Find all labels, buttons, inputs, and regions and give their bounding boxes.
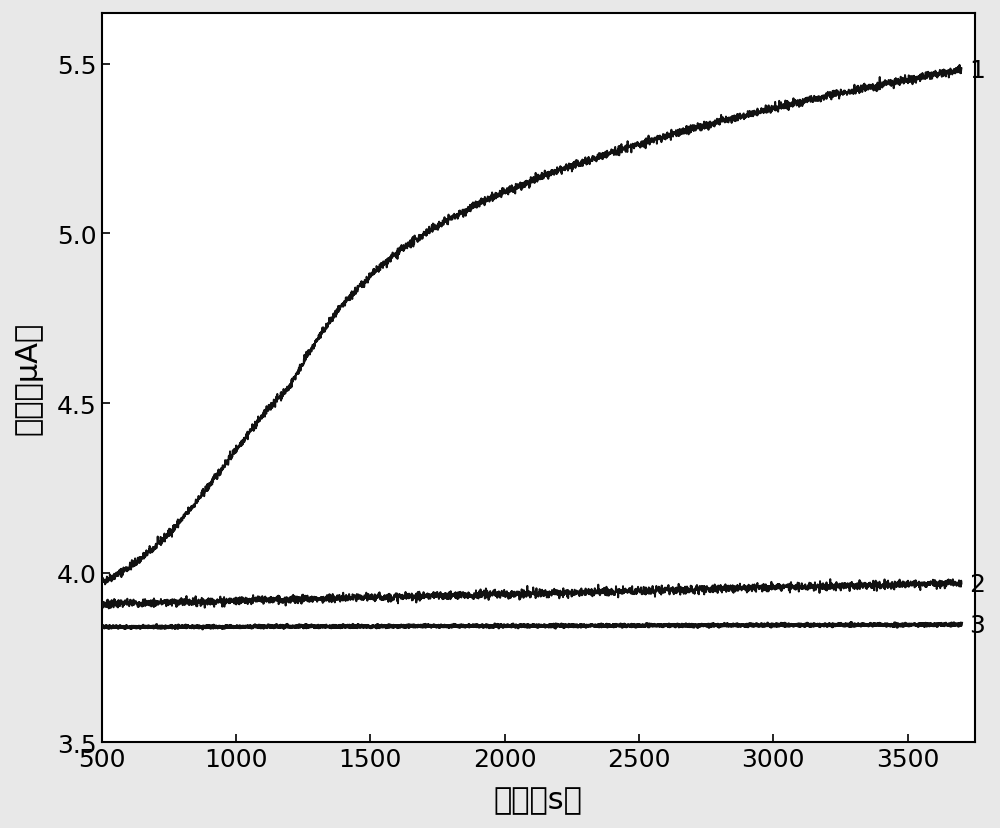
X-axis label: 时间（s）: 时间（s） (494, 785, 583, 814)
Y-axis label: 电流（μA）: 电流（μA） (14, 321, 43, 435)
Text: 2: 2 (970, 572, 986, 596)
Text: 3: 3 (970, 613, 985, 637)
Text: 1: 1 (970, 59, 985, 83)
